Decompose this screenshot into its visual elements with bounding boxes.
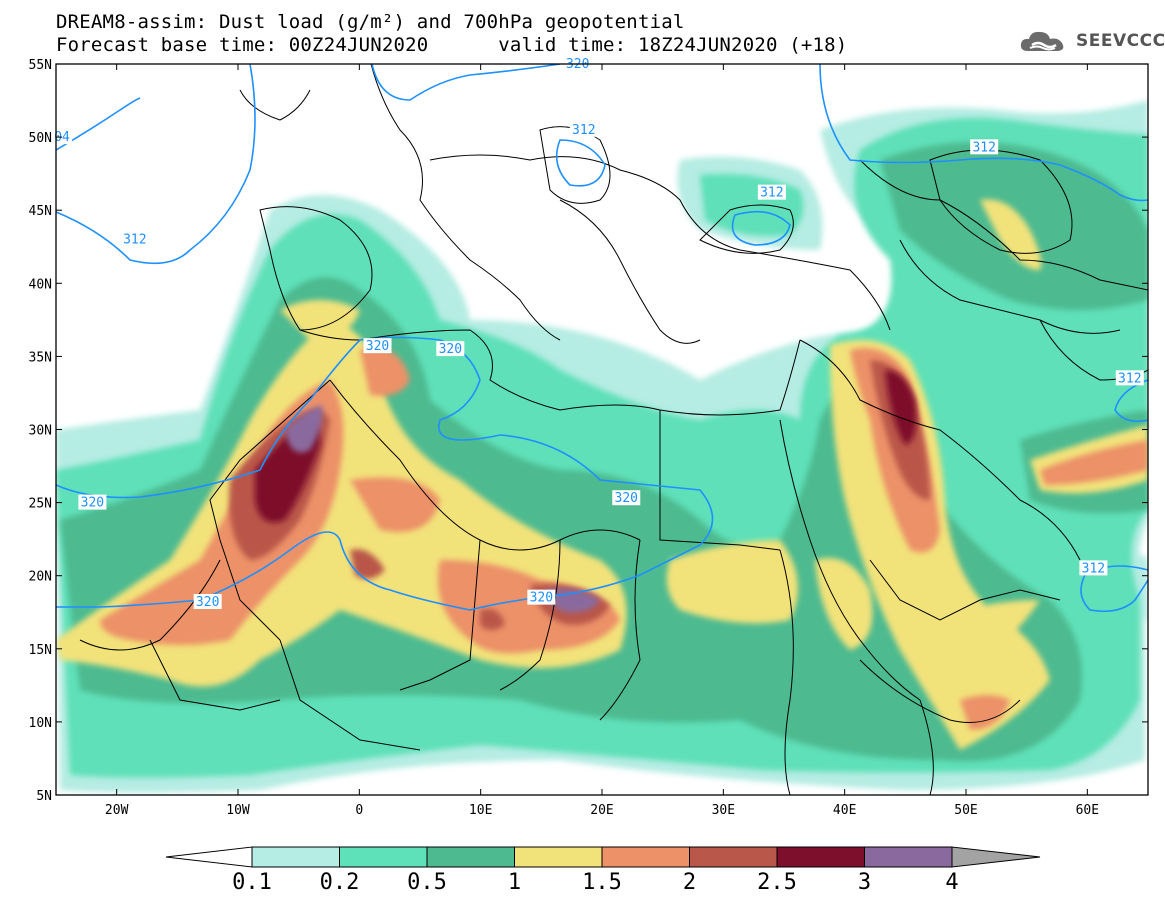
colorbar-segment: [601, 846, 690, 868]
contour-label-bg: [193, 594, 222, 610]
contour-label: 320: [366, 339, 389, 354]
lat-tick-label: 55N: [29, 58, 52, 73]
lon-tick-label: 0: [355, 803, 363, 818]
contour-label-bg: [78, 494, 107, 510]
contour-label: 312: [1082, 561, 1105, 576]
lat-tick-label: 10N: [29, 716, 52, 731]
colorbar-label: 1: [508, 870, 521, 895]
lon-tick-label: 10E: [469, 803, 492, 818]
longitude-axis: 20W 10W 0 10E 20E 30E 40E 50E 60E: [105, 64, 1099, 818]
contour-label-bg: [1115, 370, 1144, 386]
colorbar-label: 1.5: [582, 870, 622, 895]
geopotential-contours: [56, 64, 1148, 613]
contour-label: 312: [123, 232, 146, 247]
chart-title-line-1: DREAM8-assim: Dust load (g/m²) and 700hP…: [56, 11, 685, 33]
contour-label-bg: [363, 338, 392, 354]
colorbar-over-triangle: [951, 846, 1041, 868]
lat-tick-label: 5N: [36, 789, 52, 804]
lon-tick-label: 40E: [833, 803, 856, 818]
contour-label-bg: [527, 589, 556, 605]
colorbar-segment: [776, 846, 865, 868]
colorbar-segment: [864, 846, 953, 868]
colorbar-label: 0.1: [232, 870, 272, 895]
cloud-icon: [1020, 31, 1064, 51]
lat-tick-label: 35N: [29, 350, 52, 365]
contour-label: 312: [972, 140, 995, 155]
contour-label-bg: [1079, 560, 1108, 576]
contour-label-bg: [757, 184, 786, 200]
colorbar-segment: [251, 846, 340, 868]
country-borders: [79, 64, 1148, 795]
colorbar-label: 2: [683, 870, 696, 895]
colorbar-label: 0.2: [320, 870, 360, 895]
contour-label: 312: [572, 123, 595, 138]
lat-tick-label: 45N: [29, 204, 52, 219]
colorbar-label: 4: [945, 870, 958, 895]
contour-label-bg: [52, 129, 73, 145]
lat-tick-label: 50N: [29, 131, 52, 146]
chart-title-line-2: Forecast base time: 00Z24JUN2020 valid t…: [56, 34, 848, 56]
contour-label: 320: [196, 595, 219, 610]
seevccc-logo: SEEVCCC: [1018, 26, 1165, 56]
lon-tick-label: 30E: [712, 803, 735, 818]
contour-label-bg: [120, 231, 149, 247]
lat-tick-label: 30N: [29, 424, 52, 439]
contour-label-bg: [970, 139, 999, 155]
colorbar-segment: [426, 846, 515, 868]
latitude-axis: 55N 50N 45N 40N 35N 30N 25N 20N 15N 10N 5N: [29, 58, 1148, 804]
colorbar: 0.1 0.2 0.5 1 1.5 2 2.5 3 4: [165, 846, 1041, 895]
colorbar-label: 3: [858, 870, 871, 895]
lon-tick-label: 50E: [954, 803, 977, 818]
colorbar-label: 2.5: [757, 870, 797, 895]
colorbar-under-triangle: [165, 846, 253, 868]
contour-label: 320: [81, 496, 104, 511]
colorbar-segment: [514, 846, 603, 868]
contour-label: 320: [439, 342, 462, 357]
contour-label: 312: [1118, 371, 1141, 386]
lat-tick-label: 20N: [29, 570, 52, 585]
contour-label-bg: [612, 490, 641, 506]
lon-tick-label: 10W: [226, 803, 250, 818]
dust-field: [56, 100, 1148, 793]
contour-label-bg: [569, 121, 598, 137]
contour-label: 320: [615, 491, 638, 506]
contour-label: 320: [530, 591, 553, 606]
contour-label-bg: [436, 341, 465, 357]
lat-tick-label: 15N: [29, 643, 52, 658]
colorbar-segment: [339, 846, 428, 868]
contour-label: 04: [54, 130, 70, 145]
colorbar-segment: [689, 846, 778, 868]
logo-text: SEEVCCC: [1076, 31, 1165, 51]
lon-tick-label: 20W: [105, 803, 129, 818]
contour-label: 312: [760, 186, 783, 201]
lon-tick-label: 60E: [1076, 803, 1099, 818]
lat-tick-label: 25N: [29, 497, 52, 512]
lat-tick-label: 40N: [29, 277, 52, 292]
lon-tick-label: 20E: [590, 803, 613, 818]
colorbar-label: 0.5: [407, 870, 447, 895]
